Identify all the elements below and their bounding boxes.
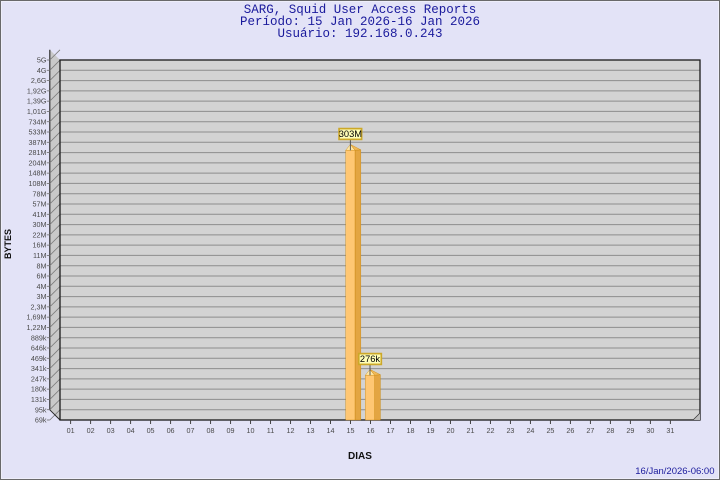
- svg-text:23: 23: [506, 426, 514, 435]
- svg-text:1,69M: 1,69M: [27, 313, 47, 322]
- svg-text:57M: 57M: [33, 200, 47, 209]
- svg-text:21: 21: [466, 426, 474, 435]
- svg-text:31: 31: [666, 426, 674, 435]
- svg-text:19: 19: [426, 426, 434, 435]
- svg-text:08: 08: [207, 426, 215, 435]
- svg-text:16M: 16M: [33, 241, 47, 250]
- svg-text:16: 16: [367, 426, 375, 435]
- svg-text:69k: 69k: [35, 416, 47, 425]
- svg-text:30: 30: [646, 426, 654, 435]
- svg-text:02: 02: [87, 426, 95, 435]
- svg-text:108M: 108M: [29, 179, 47, 188]
- svg-text:27: 27: [586, 426, 594, 435]
- svg-text:2,3M: 2,3M: [31, 302, 47, 311]
- svg-text:78M: 78M: [33, 189, 47, 198]
- svg-text:1,39G: 1,39G: [27, 97, 47, 106]
- svg-text:17: 17: [386, 426, 394, 435]
- svg-text:29: 29: [626, 426, 634, 435]
- svg-text:387M: 387M: [29, 138, 47, 147]
- svg-text:469k: 469k: [31, 354, 47, 363]
- svg-text:03: 03: [107, 426, 115, 435]
- svg-text:06: 06: [167, 426, 175, 435]
- svg-text:16/Jan/2026-06:00: 16/Jan/2026-06:00: [635, 466, 714, 477]
- svg-text:18: 18: [406, 426, 414, 435]
- svg-text:95k: 95k: [35, 405, 47, 414]
- svg-text:276k: 276k: [360, 354, 381, 364]
- svg-text:148M: 148M: [29, 169, 47, 178]
- svg-text:26: 26: [566, 426, 574, 435]
- svg-text:13: 13: [307, 426, 315, 435]
- svg-text:04: 04: [127, 426, 135, 435]
- svg-text:15: 15: [347, 426, 355, 435]
- svg-text:734M: 734M: [29, 117, 47, 126]
- svg-text:05: 05: [147, 426, 155, 435]
- svg-text:1,01G: 1,01G: [27, 107, 47, 116]
- svg-text:303M: 303M: [339, 129, 362, 139]
- svg-text:281M: 281M: [29, 148, 47, 157]
- svg-text:341k: 341k: [31, 364, 47, 373]
- svg-text:8M: 8M: [37, 261, 47, 270]
- svg-text:1,92G: 1,92G: [27, 86, 47, 95]
- svg-text:180k: 180k: [31, 385, 47, 394]
- svg-text:25: 25: [546, 426, 554, 435]
- svg-text:DIAS: DIAS: [348, 451, 372, 462]
- svg-text:204M: 204M: [29, 158, 47, 167]
- svg-text:22M: 22M: [33, 230, 47, 239]
- svg-text:11M: 11M: [33, 251, 46, 260]
- svg-text:1,22M: 1,22M: [27, 323, 47, 332]
- svg-text:14: 14: [327, 426, 335, 435]
- svg-text:533M: 533M: [29, 128, 47, 137]
- svg-text:889k: 889k: [31, 333, 47, 342]
- svg-text:41M: 41M: [33, 210, 47, 219]
- svg-text:28: 28: [606, 426, 614, 435]
- svg-text:10: 10: [247, 426, 255, 435]
- svg-text:4G: 4G: [37, 66, 47, 75]
- svg-text:5G: 5G: [37, 56, 47, 65]
- svg-text:2,6G: 2,6G: [31, 76, 47, 85]
- svg-text:646k: 646k: [31, 344, 47, 353]
- svg-text:131k: 131k: [31, 395, 47, 404]
- svg-text:20: 20: [446, 426, 454, 435]
- svg-text:11: 11: [267, 426, 274, 435]
- svg-text:01: 01: [67, 426, 75, 435]
- svg-text:6M: 6M: [37, 272, 47, 281]
- svg-text:09: 09: [227, 426, 235, 435]
- svg-text:24: 24: [526, 426, 534, 435]
- svg-text:07: 07: [187, 426, 195, 435]
- svg-text:30M: 30M: [33, 220, 47, 229]
- svg-text:22: 22: [486, 426, 494, 435]
- svg-text:3M: 3M: [37, 292, 47, 301]
- svg-text:247k: 247k: [31, 374, 47, 383]
- svg-text:12: 12: [287, 426, 295, 435]
- svg-text:4M: 4M: [37, 282, 47, 291]
- svg-text:BYTES: BYTES: [3, 229, 13, 259]
